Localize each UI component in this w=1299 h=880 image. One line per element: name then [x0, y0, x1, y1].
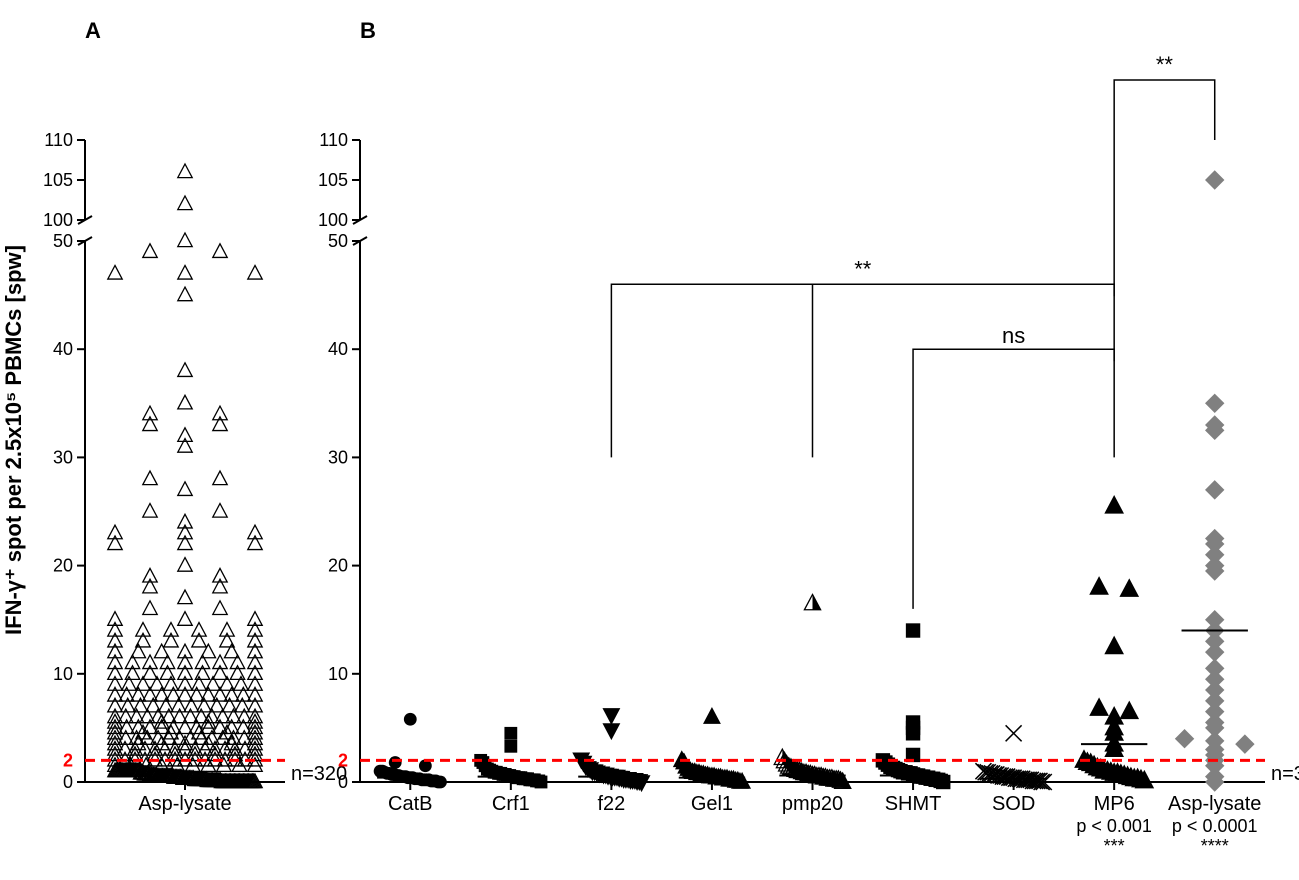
- svg-text:105: 105: [318, 170, 348, 190]
- svg-text:MP6: MP6: [1094, 793, 1135, 815]
- svg-text:Asp-lysate: Asp-lysate: [1168, 793, 1261, 815]
- svg-text:110: 110: [44, 130, 73, 150]
- svg-text:n=30: n=30: [1271, 763, 1299, 785]
- svg-text:20: 20: [53, 556, 73, 576]
- svg-text:105: 105: [43, 170, 73, 190]
- svg-text:30: 30: [53, 447, 73, 467]
- svg-text:2: 2: [338, 750, 348, 770]
- figure-root: A B IFN-γ⁺ spot per 2.5x10⁵ PBMCs [spw] …: [0, 0, 1299, 880]
- svg-text:50: 50: [53, 231, 73, 251]
- svg-text:***: ***: [1104, 836, 1125, 856]
- svg-text:10: 10: [53, 664, 73, 684]
- svg-text:30: 30: [328, 447, 348, 467]
- chart-svg: 01020304050100105110Asp-lysate2n=3200102…: [0, 0, 1299, 880]
- svg-text:Crf1: Crf1: [492, 793, 530, 815]
- svg-text:p < 0.001: p < 0.001: [1076, 816, 1152, 836]
- svg-text:40: 40: [328, 339, 348, 359]
- svg-text:ns: ns: [1002, 323, 1025, 348]
- svg-text:Asp-lysate: Asp-lysate: [138, 793, 231, 815]
- svg-text:0: 0: [63, 772, 73, 792]
- svg-text:f22: f22: [597, 793, 625, 815]
- svg-text:CatB: CatB: [388, 793, 432, 815]
- svg-text:**: **: [854, 256, 872, 281]
- svg-text:**: **: [1156, 52, 1174, 77]
- svg-text:0: 0: [338, 772, 348, 792]
- svg-text:Gel1: Gel1: [691, 793, 733, 815]
- svg-text:110: 110: [319, 130, 348, 150]
- svg-text:****: ****: [1201, 836, 1229, 856]
- svg-text:50: 50: [328, 231, 348, 251]
- svg-text:40: 40: [53, 339, 73, 359]
- svg-text:20: 20: [328, 556, 348, 576]
- svg-text:100: 100: [318, 210, 348, 230]
- svg-text:pmp20: pmp20: [782, 793, 843, 815]
- svg-text:2: 2: [63, 750, 73, 770]
- svg-text:10: 10: [328, 664, 348, 684]
- svg-text:SHMT: SHMT: [885, 793, 942, 815]
- svg-text:p < 0.0001: p < 0.0001: [1172, 816, 1258, 836]
- svg-text:SOD: SOD: [992, 793, 1035, 815]
- svg-text:100: 100: [43, 210, 73, 230]
